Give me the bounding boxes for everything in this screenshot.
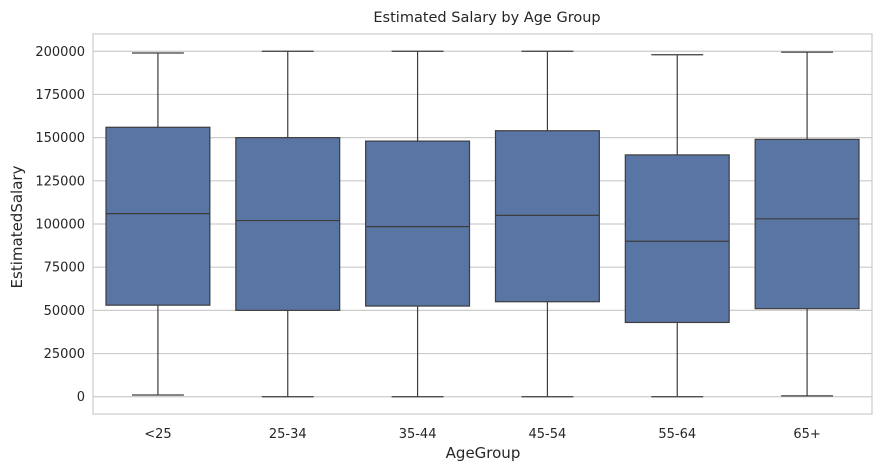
box-iqr bbox=[365, 140, 471, 307]
x-tick-label: 55-64 bbox=[658, 427, 696, 442]
x-axis-title: AgeGroup bbox=[446, 444, 521, 462]
box-4 bbox=[494, 50, 600, 398]
x-tick-label: 65+ bbox=[793, 427, 820, 442]
y-tick-label: 0 bbox=[77, 390, 85, 405]
x-tick-label: 45-54 bbox=[529, 427, 567, 442]
x-tick-label: <25 bbox=[144, 427, 171, 442]
box-5 bbox=[624, 54, 730, 398]
x-tick-label: 35-44 bbox=[399, 427, 437, 442]
y-tick-label: 25000 bbox=[44, 347, 85, 362]
box-iqr bbox=[105, 126, 211, 306]
y-tick-label: 150000 bbox=[35, 131, 85, 146]
box-3 bbox=[365, 50, 471, 398]
box-iqr bbox=[624, 154, 730, 324]
grid-lines bbox=[93, 50, 872, 398]
plot-frame bbox=[92, 33, 873, 415]
box-iqr bbox=[754, 138, 860, 310]
y-tick-label: 100000 bbox=[35, 218, 85, 233]
x-tick-label: 25-34 bbox=[269, 427, 307, 442]
y-tick-label: 125000 bbox=[35, 174, 85, 189]
chart-title: Estimated Salary by Age Group bbox=[373, 10, 600, 26]
box-6 bbox=[754, 51, 860, 397]
y-tick-labels: 0 25000 50000 75000 100000 125000 150000 175000… bbox=[35, 45, 85, 405]
y-tick-label: 75000 bbox=[44, 261, 85, 276]
box-2 bbox=[235, 50, 341, 398]
box-iqr bbox=[494, 130, 600, 303]
box-series bbox=[105, 50, 860, 398]
box-1 bbox=[105, 52, 211, 396]
x-tick-labels: <25 25-34 35-44 45-54 55-64 65+ bbox=[144, 427, 821, 442]
y-tick-label: 50000 bbox=[44, 304, 85, 319]
y-axis-title: EstimatedSalary bbox=[8, 165, 26, 288]
y-tick-label: 175000 bbox=[35, 88, 85, 103]
box-iqr bbox=[235, 137, 341, 311]
y-tick-label: 200000 bbox=[35, 45, 85, 60]
